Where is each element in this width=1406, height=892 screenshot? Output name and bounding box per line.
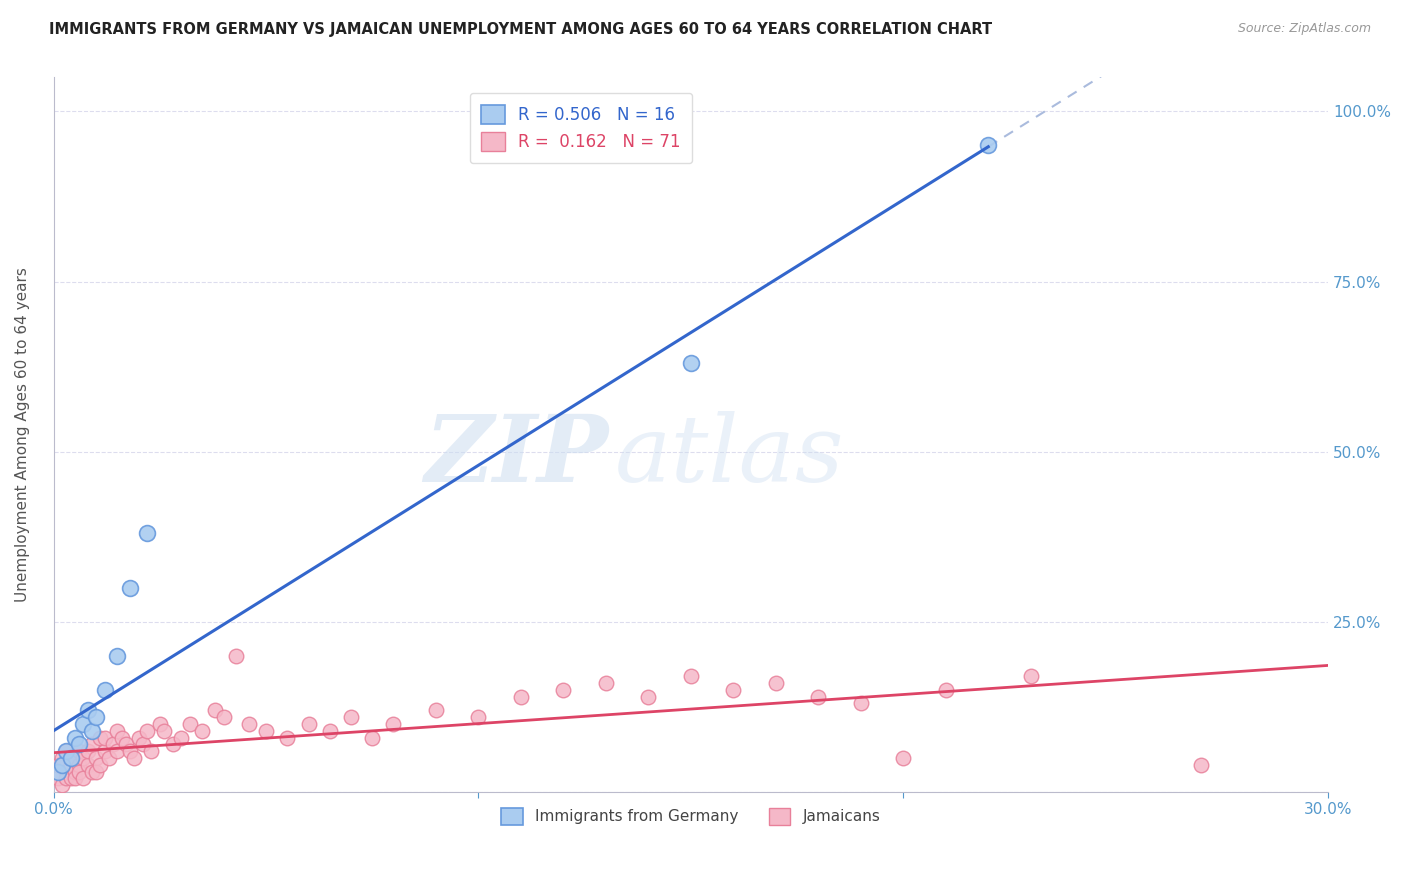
Point bbox=[595, 676, 617, 690]
Point bbox=[59, 751, 82, 765]
Point bbox=[55, 764, 77, 779]
Point bbox=[63, 751, 86, 765]
Point bbox=[425, 703, 447, 717]
Point bbox=[340, 710, 363, 724]
Point bbox=[254, 723, 277, 738]
Point bbox=[93, 682, 115, 697]
Point bbox=[510, 690, 533, 704]
Point bbox=[162, 737, 184, 751]
Point bbox=[1019, 669, 1042, 683]
Text: ZIP: ZIP bbox=[423, 411, 607, 501]
Text: IMMIGRANTS FROM GERMANY VS JAMAICAN UNEMPLOYMENT AMONG AGES 60 TO 64 YEARS CORRE: IMMIGRANTS FROM GERMANY VS JAMAICAN UNEM… bbox=[49, 22, 993, 37]
Point bbox=[1189, 757, 1212, 772]
Point bbox=[553, 682, 575, 697]
Point bbox=[59, 757, 82, 772]
Point bbox=[124, 751, 146, 765]
Point bbox=[467, 710, 489, 724]
Point bbox=[679, 669, 702, 683]
Point bbox=[319, 723, 342, 738]
Point bbox=[110, 731, 132, 745]
Point bbox=[46, 764, 69, 779]
Point bbox=[80, 764, 103, 779]
Point bbox=[84, 710, 107, 724]
Point bbox=[891, 751, 914, 765]
Point bbox=[114, 737, 136, 751]
Point bbox=[76, 757, 98, 772]
Point bbox=[80, 723, 103, 738]
Text: Source: ZipAtlas.com: Source: ZipAtlas.com bbox=[1237, 22, 1371, 36]
Point bbox=[170, 731, 193, 745]
Point bbox=[51, 751, 73, 765]
Point bbox=[76, 703, 98, 717]
Point bbox=[935, 682, 957, 697]
Point bbox=[141, 744, 163, 758]
Point bbox=[179, 717, 201, 731]
Point bbox=[72, 751, 94, 765]
Point bbox=[128, 731, 150, 745]
Point bbox=[89, 731, 111, 745]
Point bbox=[67, 764, 90, 779]
Point bbox=[637, 690, 659, 704]
Point bbox=[153, 723, 176, 738]
Point bbox=[765, 676, 787, 690]
Point bbox=[89, 757, 111, 772]
Point bbox=[361, 731, 384, 745]
Point bbox=[204, 703, 226, 717]
Point bbox=[46, 757, 69, 772]
Point bbox=[105, 744, 128, 758]
Point bbox=[238, 717, 260, 731]
Point bbox=[46, 772, 69, 786]
Point bbox=[84, 764, 107, 779]
Point bbox=[67, 744, 90, 758]
Point bbox=[67, 737, 90, 751]
Y-axis label: Unemployment Among Ages 60 to 64 years: Unemployment Among Ages 60 to 64 years bbox=[15, 268, 30, 602]
Point bbox=[51, 757, 73, 772]
Point bbox=[212, 710, 235, 724]
Point bbox=[679, 356, 702, 370]
Point bbox=[76, 744, 98, 758]
Point bbox=[120, 744, 142, 758]
Point bbox=[101, 737, 124, 751]
Text: atlas: atlas bbox=[614, 411, 844, 501]
Point bbox=[63, 772, 86, 786]
Point bbox=[297, 717, 319, 731]
Point bbox=[51, 778, 73, 792]
Point bbox=[72, 717, 94, 731]
Point bbox=[63, 764, 86, 779]
Point bbox=[136, 526, 159, 541]
Point bbox=[55, 744, 77, 758]
Legend: Immigrants from Germany, Jamaicans: Immigrants from Germany, Jamaicans bbox=[492, 798, 890, 834]
Point bbox=[191, 723, 214, 738]
Point bbox=[55, 772, 77, 786]
Point bbox=[136, 723, 159, 738]
Point bbox=[132, 737, 155, 751]
Point bbox=[63, 731, 86, 745]
Point bbox=[149, 717, 172, 731]
Point bbox=[67, 757, 90, 772]
Point bbox=[105, 723, 128, 738]
Point bbox=[977, 138, 1000, 153]
Point bbox=[72, 772, 94, 786]
Point bbox=[84, 751, 107, 765]
Point bbox=[93, 731, 115, 745]
Point bbox=[97, 751, 120, 765]
Point bbox=[276, 731, 298, 745]
Point bbox=[120, 581, 142, 595]
Point bbox=[93, 744, 115, 758]
Point bbox=[80, 737, 103, 751]
Point bbox=[59, 772, 82, 786]
Point bbox=[723, 682, 745, 697]
Point bbox=[55, 744, 77, 758]
Point bbox=[849, 697, 872, 711]
Point bbox=[382, 717, 405, 731]
Point bbox=[807, 690, 830, 704]
Point bbox=[105, 648, 128, 663]
Point bbox=[225, 648, 247, 663]
